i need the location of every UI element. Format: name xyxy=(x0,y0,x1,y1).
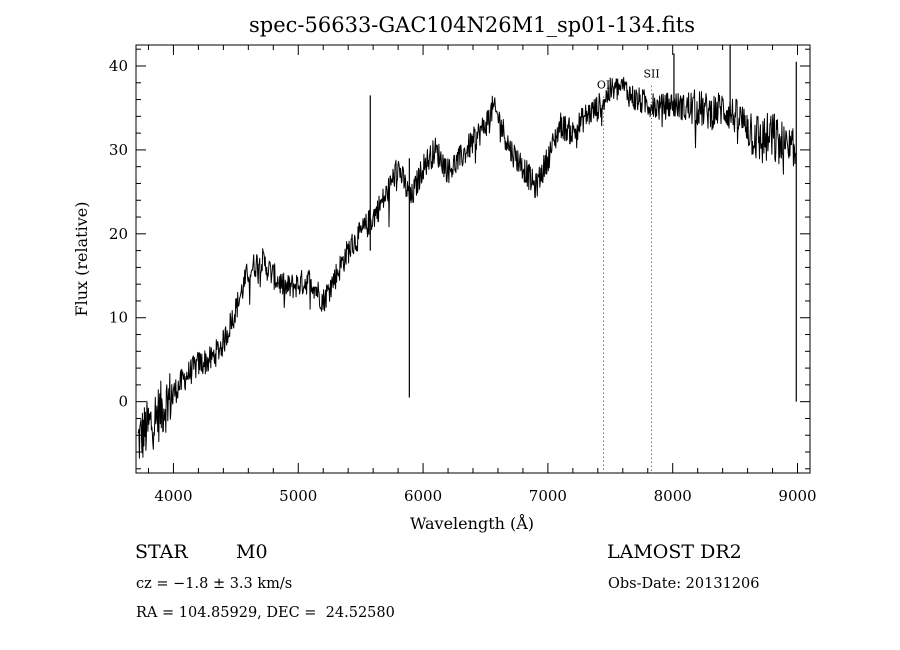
spectrum-series xyxy=(137,45,797,459)
x-tick-label: 4000 xyxy=(154,487,192,505)
object-subclass: M0 xyxy=(236,541,268,563)
survey-name: LAMOST DR2 xyxy=(607,541,742,563)
object-class: STAR xyxy=(135,541,188,563)
y-tick-label: 0 xyxy=(118,393,128,411)
x-axis: 4000 5000 6000 7000 8000 9000 xyxy=(147,45,817,505)
y-tick-label: 10 xyxy=(109,309,128,327)
spectrum-line xyxy=(137,76,796,459)
x-axis-label: Wavelength (Å) xyxy=(410,513,534,533)
x-tick-label: 9000 xyxy=(778,487,816,505)
x-tick-label: 8000 xyxy=(654,487,692,505)
line-marker-label: SII xyxy=(643,68,659,81)
y-axis: 0 10 20 30 40 xyxy=(109,48,810,470)
y-tick-label: 40 xyxy=(109,57,128,75)
y-tick-label: 30 xyxy=(109,141,128,159)
line-markers: OI SII xyxy=(597,68,660,473)
y-tick-label: 20 xyxy=(109,225,128,243)
y-axis-label: Flux (relative) xyxy=(72,202,91,317)
coordinates: RA = 104.85929, DEC = 24.52580 xyxy=(136,605,395,621)
x-tick-label: 6000 xyxy=(404,487,442,505)
x-tick-label: 7000 xyxy=(529,487,567,505)
chart-title: spec-56633-GAC104N26M1_sp01-134.fits xyxy=(249,13,695,37)
observation-date: Obs-Date: 20131206 xyxy=(608,576,760,592)
x-tick-label: 5000 xyxy=(279,487,317,505)
line-marker-label: OI xyxy=(597,79,610,92)
redshift-velocity: cz = −1.8 ± 3.3 km/s xyxy=(136,576,293,592)
